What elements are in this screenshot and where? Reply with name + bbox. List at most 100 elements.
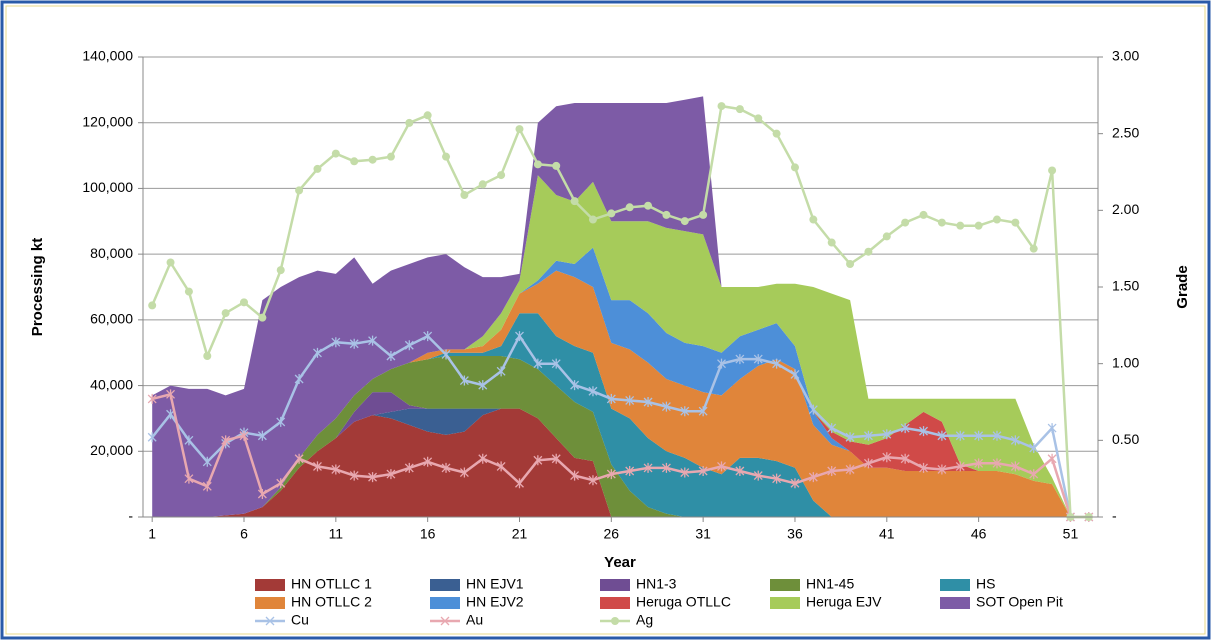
marker	[992, 458, 1002, 469]
legend-label: HN1-3	[636, 576, 677, 592]
marker	[386, 469, 396, 480]
marker	[992, 215, 1001, 224]
marker	[753, 470, 763, 481]
marker	[257, 489, 267, 499]
legend-swatch	[770, 579, 800, 591]
legend-label: HN EJV1	[466, 576, 524, 592]
legend-swatch	[255, 579, 285, 591]
marker	[900, 453, 910, 464]
legend-label: Ag	[636, 612, 653, 628]
marker	[588, 215, 597, 224]
marker	[919, 210, 928, 219]
marker	[442, 152, 451, 161]
marker	[533, 455, 543, 466]
marker	[349, 338, 359, 349]
marker	[552, 161, 561, 170]
marker	[441, 462, 451, 473]
y2-tick-label: 1.00	[1112, 354, 1139, 370]
legend-item: HN EJV1	[430, 576, 524, 592]
marker	[184, 473, 194, 484]
legend-swatch	[430, 579, 460, 591]
marker	[588, 386, 598, 397]
x-tick-label: 36	[787, 526, 803, 542]
marker	[882, 452, 892, 463]
marker	[202, 481, 212, 492]
legend-item: Au	[430, 612, 483, 628]
marker	[625, 203, 634, 212]
marker	[846, 260, 855, 268]
area	[152, 247, 1089, 517]
marker	[147, 393, 157, 404]
marker	[827, 466, 837, 476]
marker	[313, 164, 322, 173]
marker	[680, 406, 690, 417]
marker	[147, 432, 157, 443]
marker	[460, 191, 469, 199]
marker	[148, 301, 157, 310]
marker	[790, 369, 800, 380]
marker	[864, 247, 873, 256]
y-axis-title: Processing kt	[29, 238, 46, 336]
marker	[295, 186, 304, 195]
legend-swatch	[940, 597, 970, 609]
y2-tick-label: -	[1112, 508, 1117, 524]
marker	[863, 430, 873, 441]
marker	[497, 171, 506, 180]
legend-swatch	[600, 579, 630, 591]
marker	[717, 461, 726, 472]
y-tick-label: 140,000	[82, 48, 133, 64]
legend-label: Cu	[291, 612, 309, 628]
marker	[661, 401, 671, 412]
y2-tick-label: 3.00	[1112, 48, 1139, 64]
legend-label: HN OTLLC 2	[291, 594, 372, 610]
marker	[331, 149, 340, 158]
marker	[992, 430, 1002, 441]
marker	[533, 358, 543, 369]
marker	[809, 215, 818, 224]
x-tick-label: 1	[148, 526, 156, 542]
marker	[772, 358, 782, 369]
marker	[570, 470, 580, 481]
marker	[496, 461, 506, 472]
legend-label: SOT Open Pit	[976, 594, 1063, 610]
legend-item: Ag	[600, 612, 653, 628]
marker	[166, 389, 176, 400]
legend-marker	[611, 617, 619, 625]
marker	[239, 430, 249, 441]
marker	[735, 105, 744, 114]
marker	[772, 129, 781, 138]
marker	[882, 429, 892, 440]
y-tick-label: 20,000	[90, 442, 133, 458]
marker	[478, 380, 488, 391]
inner-frame	[5, 5, 1206, 635]
marker	[496, 366, 506, 377]
legend-swatch	[770, 597, 800, 609]
legend-label: HN OTLLC 1	[291, 576, 372, 592]
marker	[919, 462, 928, 473]
area	[152, 356, 1089, 517]
legend-label: HN1-45	[806, 576, 854, 592]
marker	[606, 469, 616, 480]
x-axis-title: Year	[604, 554, 636, 571]
x-tick-label: 26	[604, 526, 620, 542]
marker	[680, 467, 690, 478]
marker	[551, 358, 561, 369]
area	[152, 247, 1089, 517]
marker	[625, 395, 635, 406]
marker	[350, 157, 359, 166]
legend-swatch	[600, 597, 630, 609]
marker	[644, 201, 653, 210]
marker	[717, 358, 726, 369]
area	[152, 175, 1089, 518]
marker	[386, 351, 396, 361]
marker	[221, 435, 231, 446]
y2-tick-label: 1.50	[1112, 278, 1139, 294]
line	[151, 333, 1089, 519]
marker	[368, 335, 378, 346]
marker	[772, 473, 782, 484]
marker	[478, 453, 488, 464]
marker	[331, 464, 341, 475]
marker	[606, 393, 616, 404]
marker	[257, 430, 267, 441]
area	[152, 313, 1089, 517]
